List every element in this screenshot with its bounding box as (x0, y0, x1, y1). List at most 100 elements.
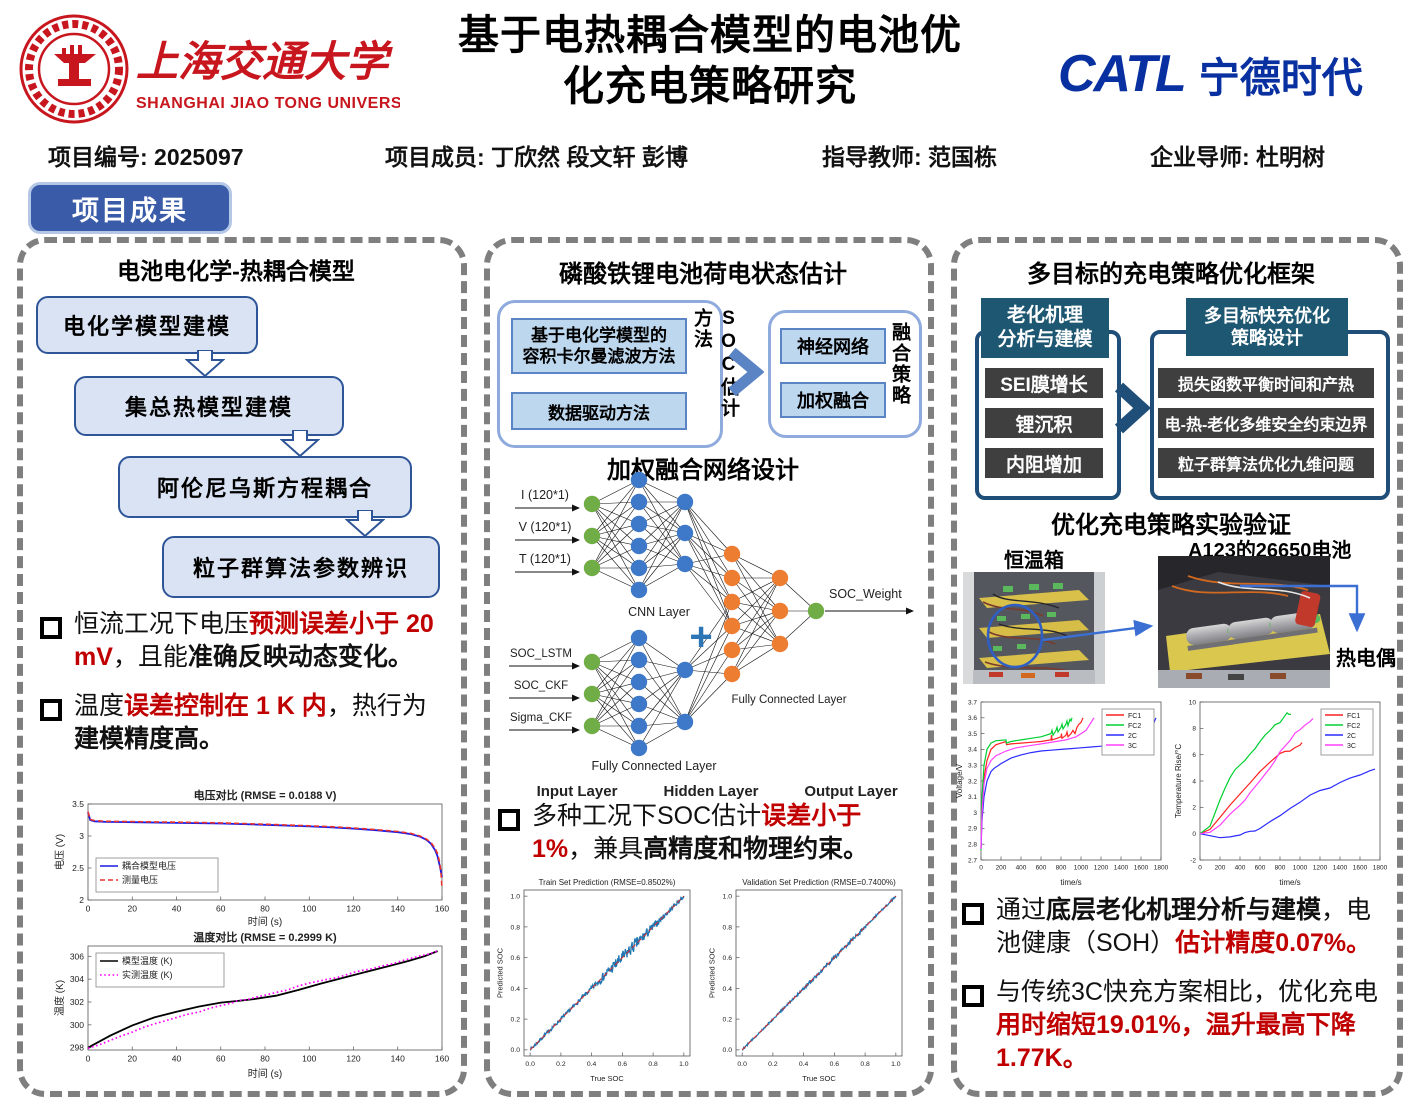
aging-item-sei: SEI膜增长 (985, 368, 1103, 398)
svg-text:80: 80 (260, 1054, 270, 1064)
project-number: 项目编号: 2025097 (48, 144, 244, 170)
svg-text:time/s: time/s (1060, 878, 1081, 887)
catl-wordmark: CATL (1058, 45, 1187, 103)
bullet-text: 恒流工况下电压预测误差小于 20 mV，且能准确反映动态变化。 (74, 610, 434, 671)
svg-text:0.4: 0.4 (799, 1061, 809, 1068)
svg-text:电压 (V): 电压 (V) (53, 834, 66, 870)
svg-text:3.4: 3.4 (968, 747, 977, 754)
svg-text:FC1: FC1 (1347, 713, 1360, 720)
svg-text:Fully Connected Layer: Fully Connected Layer (591, 759, 716, 773)
svg-text:2.7: 2.7 (968, 857, 977, 864)
validation-prediction-chart: 0.0 0.2 0.4 0.6 0.8 1.0 0.0 0.2 0.4 0.6 0.8 1.0 Vali… (708, 878, 903, 1083)
svg-text:3C: 3C (1128, 743, 1137, 750)
bullet-square-icon (962, 985, 984, 1007)
temperature-comparison-chart: 0 20 40 60 80 100 120 140 160 298 300 302 304 306 温度对比… (53, 930, 449, 1080)
svg-text:Hidden Layer: Hidden Layer (663, 783, 758, 800)
svg-text:1400: 1400 (1333, 865, 1348, 872)
experiment-title: 优化充电策略实验验证 (1051, 512, 1291, 539)
svg-text:1.0: 1.0 (891, 1061, 901, 1068)
svg-text:3.2: 3.2 (968, 778, 977, 785)
svg-text:0.0: 0.0 (525, 1061, 535, 1068)
svg-text:60: 60 (216, 904, 226, 914)
project-members: 项目成员: 丁欣然 段文轩 彭博 (385, 144, 688, 170)
svg-text:200: 200 (1215, 865, 1226, 872)
svg-text:3C: 3C (1347, 743, 1356, 750)
thermal-chamber-photo (963, 572, 1105, 684)
svg-text:耦合模型电压: 耦合模型电压 (122, 860, 176, 871)
bullet-square-icon (40, 617, 62, 639)
svg-text:2C: 2C (1128, 733, 1137, 740)
aging-box-header: 老化机理 分析与建模 (981, 298, 1109, 358)
svg-text:1600: 1600 (1353, 865, 1368, 872)
svg-text:Predicted SOC: Predicted SOC (708, 947, 717, 998)
svg-text:140: 140 (391, 1054, 405, 1064)
voltage-comparison-chart: 0 20 40 60 80 100 120 140 160 2 2.5 3 3.5 电压对比 (RMSE … (53, 788, 449, 928)
svg-text:40: 40 (172, 904, 182, 914)
aging-item-resistance: 内阻增加 (985, 448, 1103, 478)
svg-text:400: 400 (1235, 865, 1246, 872)
svg-text:测量电压: 测量电压 (122, 874, 158, 885)
svg-text:0.6: 0.6 (723, 955, 733, 962)
svg-text:+: + (689, 615, 712, 659)
sjtu-logo: 上海交通大学 SHANGHAI JIAO TONG UNIVERSITY (19, 14, 400, 124)
chevron-right-icon (728, 348, 764, 396)
svg-text:2: 2 (1192, 805, 1196, 812)
finding-bullet: 温度误差控制在 1 K 内，热行为建模精度高。 (40, 690, 446, 756)
svg-text:3.7: 3.7 (968, 699, 977, 706)
svg-text:304: 304 (70, 974, 84, 984)
panel2-title: 磷酸铁锂电池荷电状态估计 (559, 261, 847, 288)
svg-text:0.4: 0.4 (723, 986, 733, 993)
svg-text:0.8: 0.8 (723, 924, 733, 931)
svg-text:0.2: 0.2 (511, 1016, 521, 1023)
svg-text:1800: 1800 (1154, 865, 1169, 872)
svg-text:0: 0 (1192, 831, 1196, 838)
svg-text:time/s: time/s (1279, 878, 1300, 887)
svg-text:8: 8 (1192, 726, 1196, 733)
svg-text:2C: 2C (1347, 733, 1356, 740)
strategy-item-loss: 损失函数平衡时间和产热 (1158, 368, 1374, 398)
svg-text:1.0: 1.0 (679, 1061, 689, 1068)
panel2-findings: 多种工况下SOC估计误差小于1%，兼具高精度和物理约束。 (498, 800, 918, 882)
panel3-title: 多目标的充电策略优化框架 (1027, 261, 1315, 288)
svg-text:Predicted SOC: Predicted SOC (496, 947, 505, 998)
flow-step-2: 集总热模型建模 (74, 376, 344, 436)
temperature-rise-chart: 0 200 400 600 800 1000 1200 1400 1600 1800-202468… (1174, 699, 1388, 887)
sjtu-en-name: SHANGHAI JIAO TONG UNIVERSITY (136, 95, 400, 112)
svg-text:0.2: 0.2 (723, 1016, 733, 1023)
svg-text:0: 0 (86, 904, 91, 914)
charging-voltage-chart: 0 200 400 600 800 1000 1200 1400 1600 1800 2.7 2.8 2… (955, 699, 1169, 887)
svg-text:0.2: 0.2 (556, 1061, 566, 1068)
svg-text:模型温度 (K): 模型温度 (K) (122, 955, 173, 966)
poster-title-line2: 化充电策略研究 (563, 62, 857, 109)
bullet-text: 多种工况下SOC估计误差小于1%，兼具高精度和物理约束。 (532, 802, 869, 863)
flow-step-4: 粒子群算法参数辨识 (162, 536, 440, 598)
sjtu-cn-name: 上海交通大学 (136, 38, 393, 85)
svg-text:10: 10 (1189, 699, 1197, 706)
svg-text:0.0: 0.0 (737, 1061, 747, 1068)
poster-title: 基于电热耦合模型的电池优 化充电策略研究 (398, 10, 1022, 112)
svg-text:1200: 1200 (1313, 865, 1328, 872)
svg-text:1.0: 1.0 (511, 894, 521, 901)
thermocouple-label: 热电偶 (1336, 648, 1396, 670)
svg-text:Output Layer: Output Layer (804, 783, 898, 800)
svg-text:0.2: 0.2 (768, 1061, 778, 1068)
flow-arrow-down-icon (185, 350, 225, 377)
svg-text:298: 298 (70, 1043, 84, 1053)
flow-arrow-down-icon (345, 510, 385, 537)
svg-text:4: 4 (1192, 778, 1196, 785)
chamber-photo-label: 恒温箱 (1004, 550, 1064, 572)
svg-text:160: 160 (435, 904, 449, 914)
svg-text:140: 140 (391, 904, 405, 914)
svg-text:0: 0 (979, 865, 983, 872)
svg-text:0.0: 0.0 (511, 1047, 521, 1054)
svg-text:600: 600 (1036, 865, 1047, 872)
finding-bullet: 多种工况下SOC估计误差小于1%，兼具高精度和物理约束。 (498, 800, 918, 866)
svg-text:160: 160 (435, 1054, 449, 1064)
svg-text:0.4: 0.4 (511, 986, 521, 993)
panel3-findings: 通过底层老化机理分析与建模，电池健康（SOH）估计精度0.07%。 与传统3C快… (962, 894, 1384, 1091)
section-badge: 项目成果 (28, 182, 232, 234)
svg-text:FC2: FC2 (1347, 723, 1360, 730)
svg-text:0.0: 0.0 (723, 1047, 733, 1054)
svg-text:I (120*1): I (120*1) (521, 488, 569, 502)
